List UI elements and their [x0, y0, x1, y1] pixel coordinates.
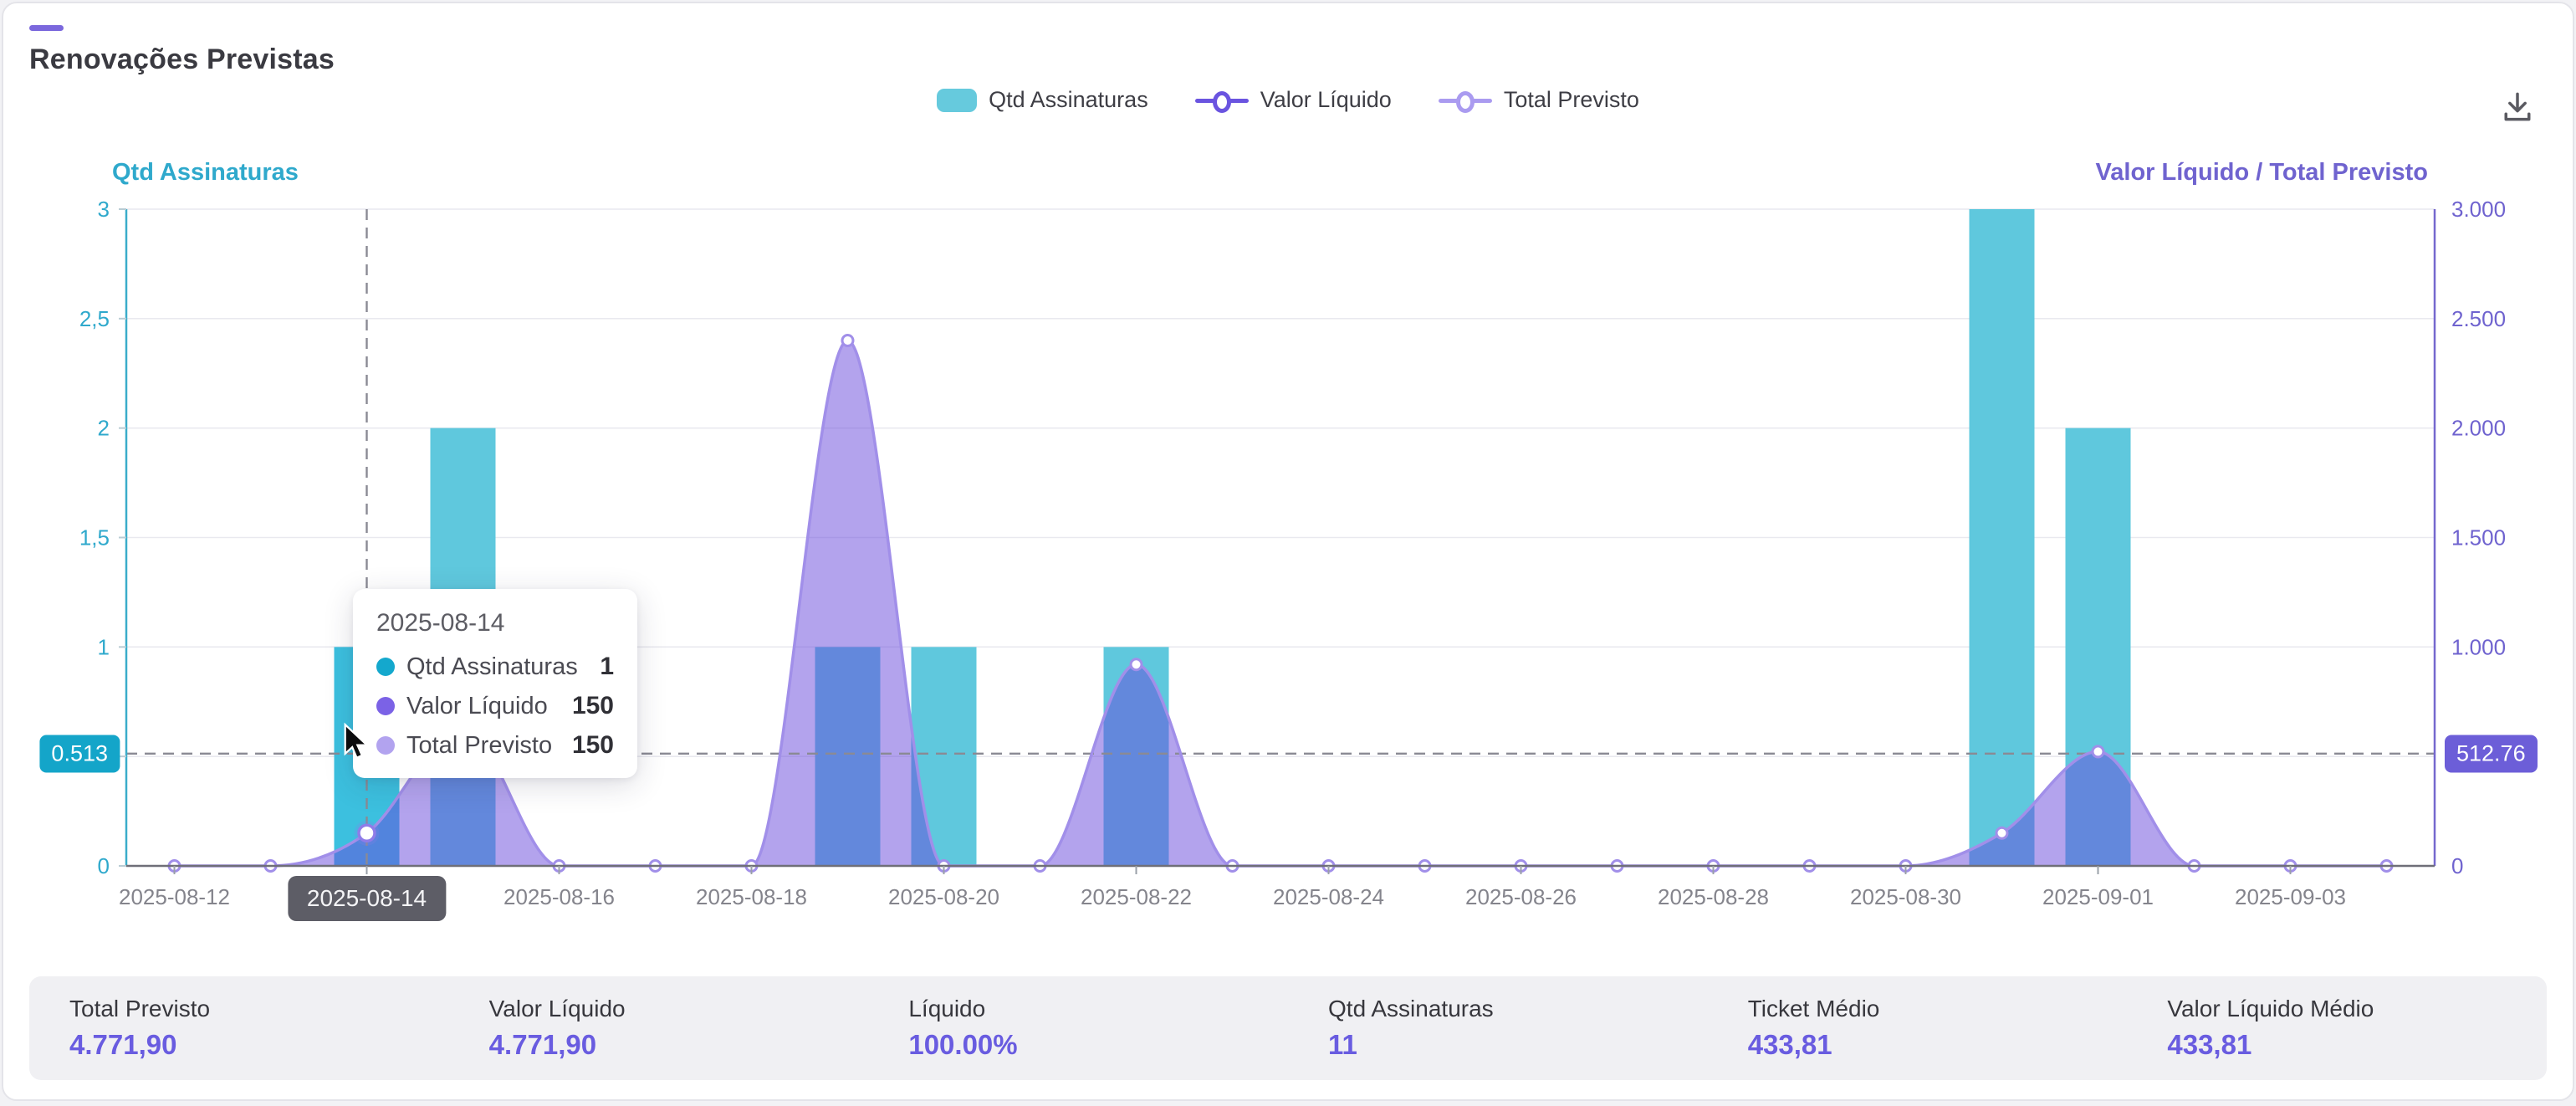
tooltip-date: 2025-08-14 — [376, 609, 614, 637]
x-axis-tick-label: 2025-08-22 — [1081, 884, 1192, 909]
left-axis-tick-label: 3 — [98, 197, 110, 222]
left-axis-tick-label: 1 — [98, 634, 110, 659]
tooltip-row: Valor Líquido 150 — [376, 692, 614, 720]
right-axis-tick-label: 0 — [2451, 853, 2463, 878]
x-axis-tick-label: 2025-08-30 — [1850, 884, 1961, 909]
series-dot-icon — [376, 658, 395, 676]
stat-ticket-medio: Ticket Médio 433,81 — [1708, 996, 2128, 1061]
left-axis-tick-label: 2,5 — [79, 306, 110, 331]
left-axis-tick-label: 2 — [98, 416, 110, 441]
stat-valor-liquido: Valor Líquido 4.771,90 — [449, 996, 869, 1061]
line-marker-active[interactable] — [359, 825, 375, 841]
tooltip-row: Total Previsto 150 — [376, 731, 614, 760]
right-axis-tick-label: 2.000 — [2451, 416, 2506, 441]
stat-qtd-assinaturas: Qtd Assinaturas 11 — [1288, 996, 1708, 1061]
crosshair-right-value-badge: 512.76 — [2445, 735, 2538, 772]
right-axis-tick-label: 3.000 — [2451, 197, 2506, 222]
stat-valor-liquido-medio: Valor Líquido Médio 433,81 — [2127, 996, 2547, 1061]
line-marker[interactable] — [1996, 827, 2007, 838]
summary-stats-band: Total Previsto 4.771,90 Valor Líquido 4.… — [29, 976, 2547, 1080]
x-axis-tick-label: 2025-08-20 — [888, 884, 999, 909]
tooltip-label: Qtd Assinaturas — [406, 653, 578, 681]
x-axis-tick-label: 2025-09-03 — [2235, 884, 2346, 909]
x-axis-tick-label: 2025-08-26 — [1465, 884, 1577, 909]
chart-tooltip: 2025-08-14 Qtd Assinaturas 1 Valor Líqui… — [353, 589, 637, 778]
line-marker[interactable] — [2093, 746, 2103, 757]
x-axis-tick-label: 2025-08-18 — [696, 884, 807, 909]
stat-label: Qtd Assinaturas — [1328, 996, 1708, 1022]
stat-value: 11 — [1328, 1029, 1708, 1061]
x-axis-tick-label: 2025-09-01 — [2042, 884, 2154, 909]
stat-label: Valor Líquido Médio — [2167, 996, 2547, 1022]
mouse-cursor-icon — [336, 721, 373, 765]
line-marker[interactable] — [1131, 659, 1142, 670]
stat-value: 4.771,90 — [69, 1029, 449, 1061]
right-axis-tick-label: 1.000 — [2451, 634, 2506, 659]
series-dot-icon — [376, 736, 395, 755]
line-marker[interactable] — [842, 335, 853, 346]
crosshair-left-value-badge: 0.513 — [39, 735, 120, 772]
x-axis-tick-label: 2025-08-28 — [1658, 884, 1769, 909]
stat-label: Líquido — [908, 996, 1288, 1022]
stat-label: Valor Líquido — [489, 996, 869, 1022]
stat-value: 100.00% — [908, 1029, 1288, 1061]
stat-label: Ticket Médio — [1748, 996, 2128, 1022]
tooltip-value: 1 — [600, 653, 614, 681]
stat-value: 4.771,90 — [489, 1029, 869, 1061]
crosshair-x-label-badge: 2025-08-14 — [288, 876, 446, 921]
series-dot-icon — [376, 697, 395, 715]
stat-label: Total Previsto — [69, 996, 449, 1022]
right-axis-tick-label: 1.500 — [2451, 525, 2506, 550]
stat-total-previsto: Total Previsto 4.771,90 — [29, 996, 449, 1061]
tooltip-value: 150 — [572, 731, 614, 760]
tooltip-label: Valor Líquido — [406, 693, 548, 720]
chart-plot[interactable]: 00,511,522,5305001.0001.5002.0002.5003.0… — [3, 3, 2576, 1106]
stat-value: 433,81 — [1748, 1029, 2128, 1061]
left-axis-tick-label: 0 — [98, 853, 110, 878]
tooltip-row: Qtd Assinaturas 1 — [376, 653, 614, 681]
bar-qtd-assinaturas[interactable] — [1970, 209, 2035, 866]
tooltip-label: Total Previsto — [406, 732, 552, 760]
tooltip-value: 150 — [572, 692, 614, 720]
x-axis-tick-label: 2025-08-16 — [503, 884, 615, 909]
stat-liquido: Líquido 100.00% — [868, 996, 1288, 1061]
x-axis-tick-label: 2025-08-24 — [1273, 884, 1384, 909]
stat-value: 433,81 — [2167, 1029, 2547, 1061]
x-axis-tick-label: 2025-08-12 — [119, 884, 230, 909]
right-axis-tick-label: 2.500 — [2451, 306, 2506, 331]
left-axis-tick-label: 1,5 — [79, 525, 110, 550]
